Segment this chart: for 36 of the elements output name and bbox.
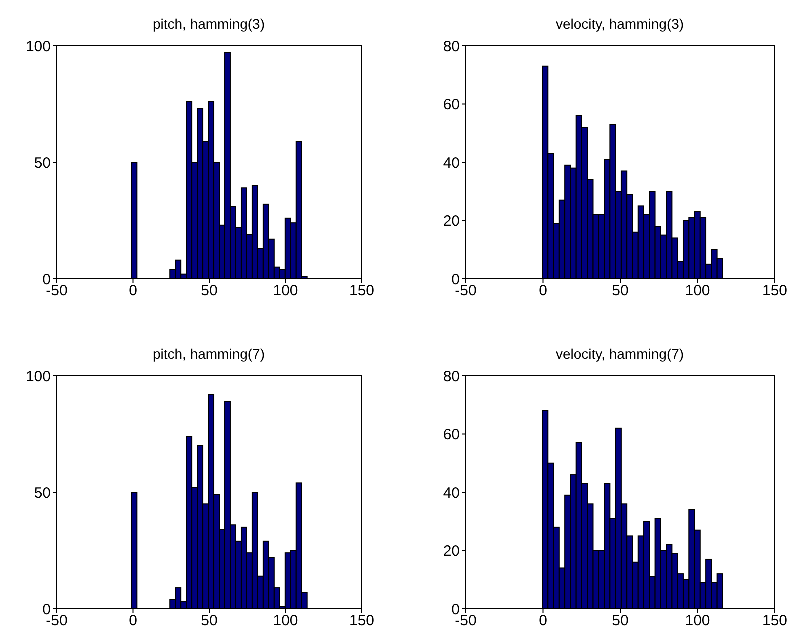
y-tick-label: 0 xyxy=(452,271,460,288)
x-tick-label: 50 xyxy=(201,612,218,630)
x-tick-label: 150 xyxy=(349,282,375,300)
y-tick-label: 80 xyxy=(443,38,460,56)
x-tick-label: 0 xyxy=(129,282,138,300)
x-tick-label: 100 xyxy=(685,282,710,300)
x-tick-label: 0 xyxy=(539,612,548,630)
x-tick-label: 100 xyxy=(273,612,298,630)
y-tick-label: 0 xyxy=(42,601,51,618)
x-tick-label: 50 xyxy=(612,282,629,300)
y-tick-label: 50 xyxy=(34,484,51,502)
y-tick-label: 40 xyxy=(443,484,460,502)
x-tick-label: 0 xyxy=(129,612,138,630)
y-tick-label: 50 xyxy=(34,154,51,172)
y-tick-label: 20 xyxy=(443,543,460,560)
y-tick-label: 40 xyxy=(443,154,460,172)
y-tick-label: 60 xyxy=(443,96,460,114)
y-tick-label: 0 xyxy=(452,601,460,618)
y-tick-label: 20 xyxy=(443,213,460,230)
x-tick-label: 150 xyxy=(762,612,788,630)
y-tick-label: 0 xyxy=(42,271,51,288)
x-tick-label: 50 xyxy=(612,612,629,630)
y-tick-label: 60 xyxy=(443,426,460,444)
x-tick-label: 150 xyxy=(762,282,788,300)
x-tick-label: 100 xyxy=(685,612,710,630)
x-tick-label: 0 xyxy=(539,282,548,300)
x-tick-label: 150 xyxy=(349,612,375,630)
chart-title: velocity, hamming(7) xyxy=(554,346,686,362)
x-tick-label: 50 xyxy=(201,282,218,300)
x-tick-label: 100 xyxy=(273,282,298,300)
y-tick-label: 100 xyxy=(26,368,51,386)
chart-title: pitch, hamming(7) xyxy=(152,346,266,362)
chart-title: pitch, hamming(3) xyxy=(152,16,266,32)
y-tick-label: 80 xyxy=(443,368,460,386)
chart-title: velocity, hamming(3) xyxy=(554,16,686,32)
y-tick-label: 100 xyxy=(26,38,51,56)
